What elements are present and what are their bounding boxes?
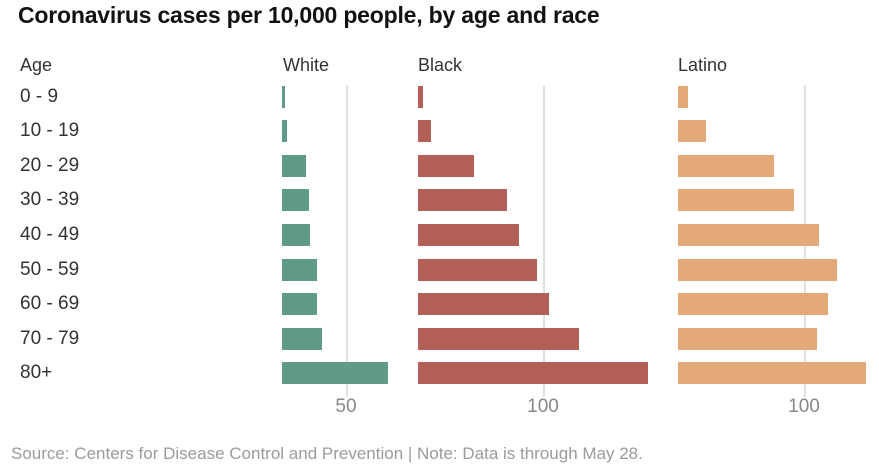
age-row-label: 20 - 29 bbox=[20, 154, 80, 176]
bar-latino-10-19 bbox=[678, 120, 706, 143]
bar-latino-80+ bbox=[678, 362, 866, 385]
age-row-label: 30 - 39 bbox=[20, 189, 80, 211]
age-row-label: 0 - 9 bbox=[20, 85, 59, 107]
bar-black-60-69 bbox=[418, 293, 550, 316]
bar-white-60-69 bbox=[282, 293, 317, 316]
series-header-black: Black bbox=[418, 55, 463, 75]
age-row-label: 80+ bbox=[20, 362, 53, 384]
source-note: Source: Centers for Disease Control and … bbox=[11, 444, 643, 463]
axis-gridline-black bbox=[543, 85, 545, 397]
bar-white-20-29 bbox=[282, 154, 307, 177]
bar-white-80+ bbox=[282, 362, 389, 385]
age-column-header: Age bbox=[20, 55, 53, 75]
axis-gridline-white bbox=[346, 85, 348, 397]
bar-black-10-19 bbox=[418, 120, 431, 143]
bar-latino-20-29 bbox=[678, 154, 774, 177]
bar-latino-60-69 bbox=[678, 293, 828, 316]
bar-white-40-49 bbox=[282, 223, 311, 246]
bar-black-80+ bbox=[418, 362, 648, 385]
bar-white-30-39 bbox=[282, 189, 309, 212]
bar-latino-0-9 bbox=[678, 85, 689, 108]
bar-white-10-19 bbox=[282, 120, 288, 143]
age-row-label: 10 - 19 bbox=[20, 120, 80, 142]
series-header-white: White bbox=[283, 55, 330, 75]
series-header-latino: Latino bbox=[678, 55, 728, 75]
axis-tick-label-latino: 100 bbox=[788, 396, 820, 417]
bar-latino-70-79 bbox=[678, 327, 817, 350]
chart-title: Coronavirus cases per 10,000 people, by … bbox=[18, 2, 600, 28]
axis-tick-label-black: 100 bbox=[527, 396, 559, 417]
axis-tick-label-white: 50 bbox=[335, 396, 357, 417]
bar-black-30-39 bbox=[418, 189, 507, 212]
bar-white-50-59 bbox=[282, 258, 317, 281]
age-row-label: 60 - 69 bbox=[20, 293, 80, 315]
age-row-label: 70 - 79 bbox=[20, 327, 80, 349]
age-row-label: 50 - 59 bbox=[20, 258, 80, 280]
bar-white-70-79 bbox=[282, 327, 322, 350]
bar-black-40-49 bbox=[418, 223, 520, 246]
age-row-label: 40 - 49 bbox=[20, 223, 80, 245]
bar-latino-40-49 bbox=[678, 223, 820, 246]
bar-latino-50-59 bbox=[678, 258, 837, 281]
bar-black-50-59 bbox=[418, 258, 537, 281]
bar-black-70-79 bbox=[418, 327, 580, 350]
bar-black-20-29 bbox=[418, 154, 475, 177]
bar-black-0-9 bbox=[418, 85, 423, 108]
bar-white-0-9 bbox=[282, 85, 285, 108]
bar-latino-30-39 bbox=[678, 189, 794, 212]
